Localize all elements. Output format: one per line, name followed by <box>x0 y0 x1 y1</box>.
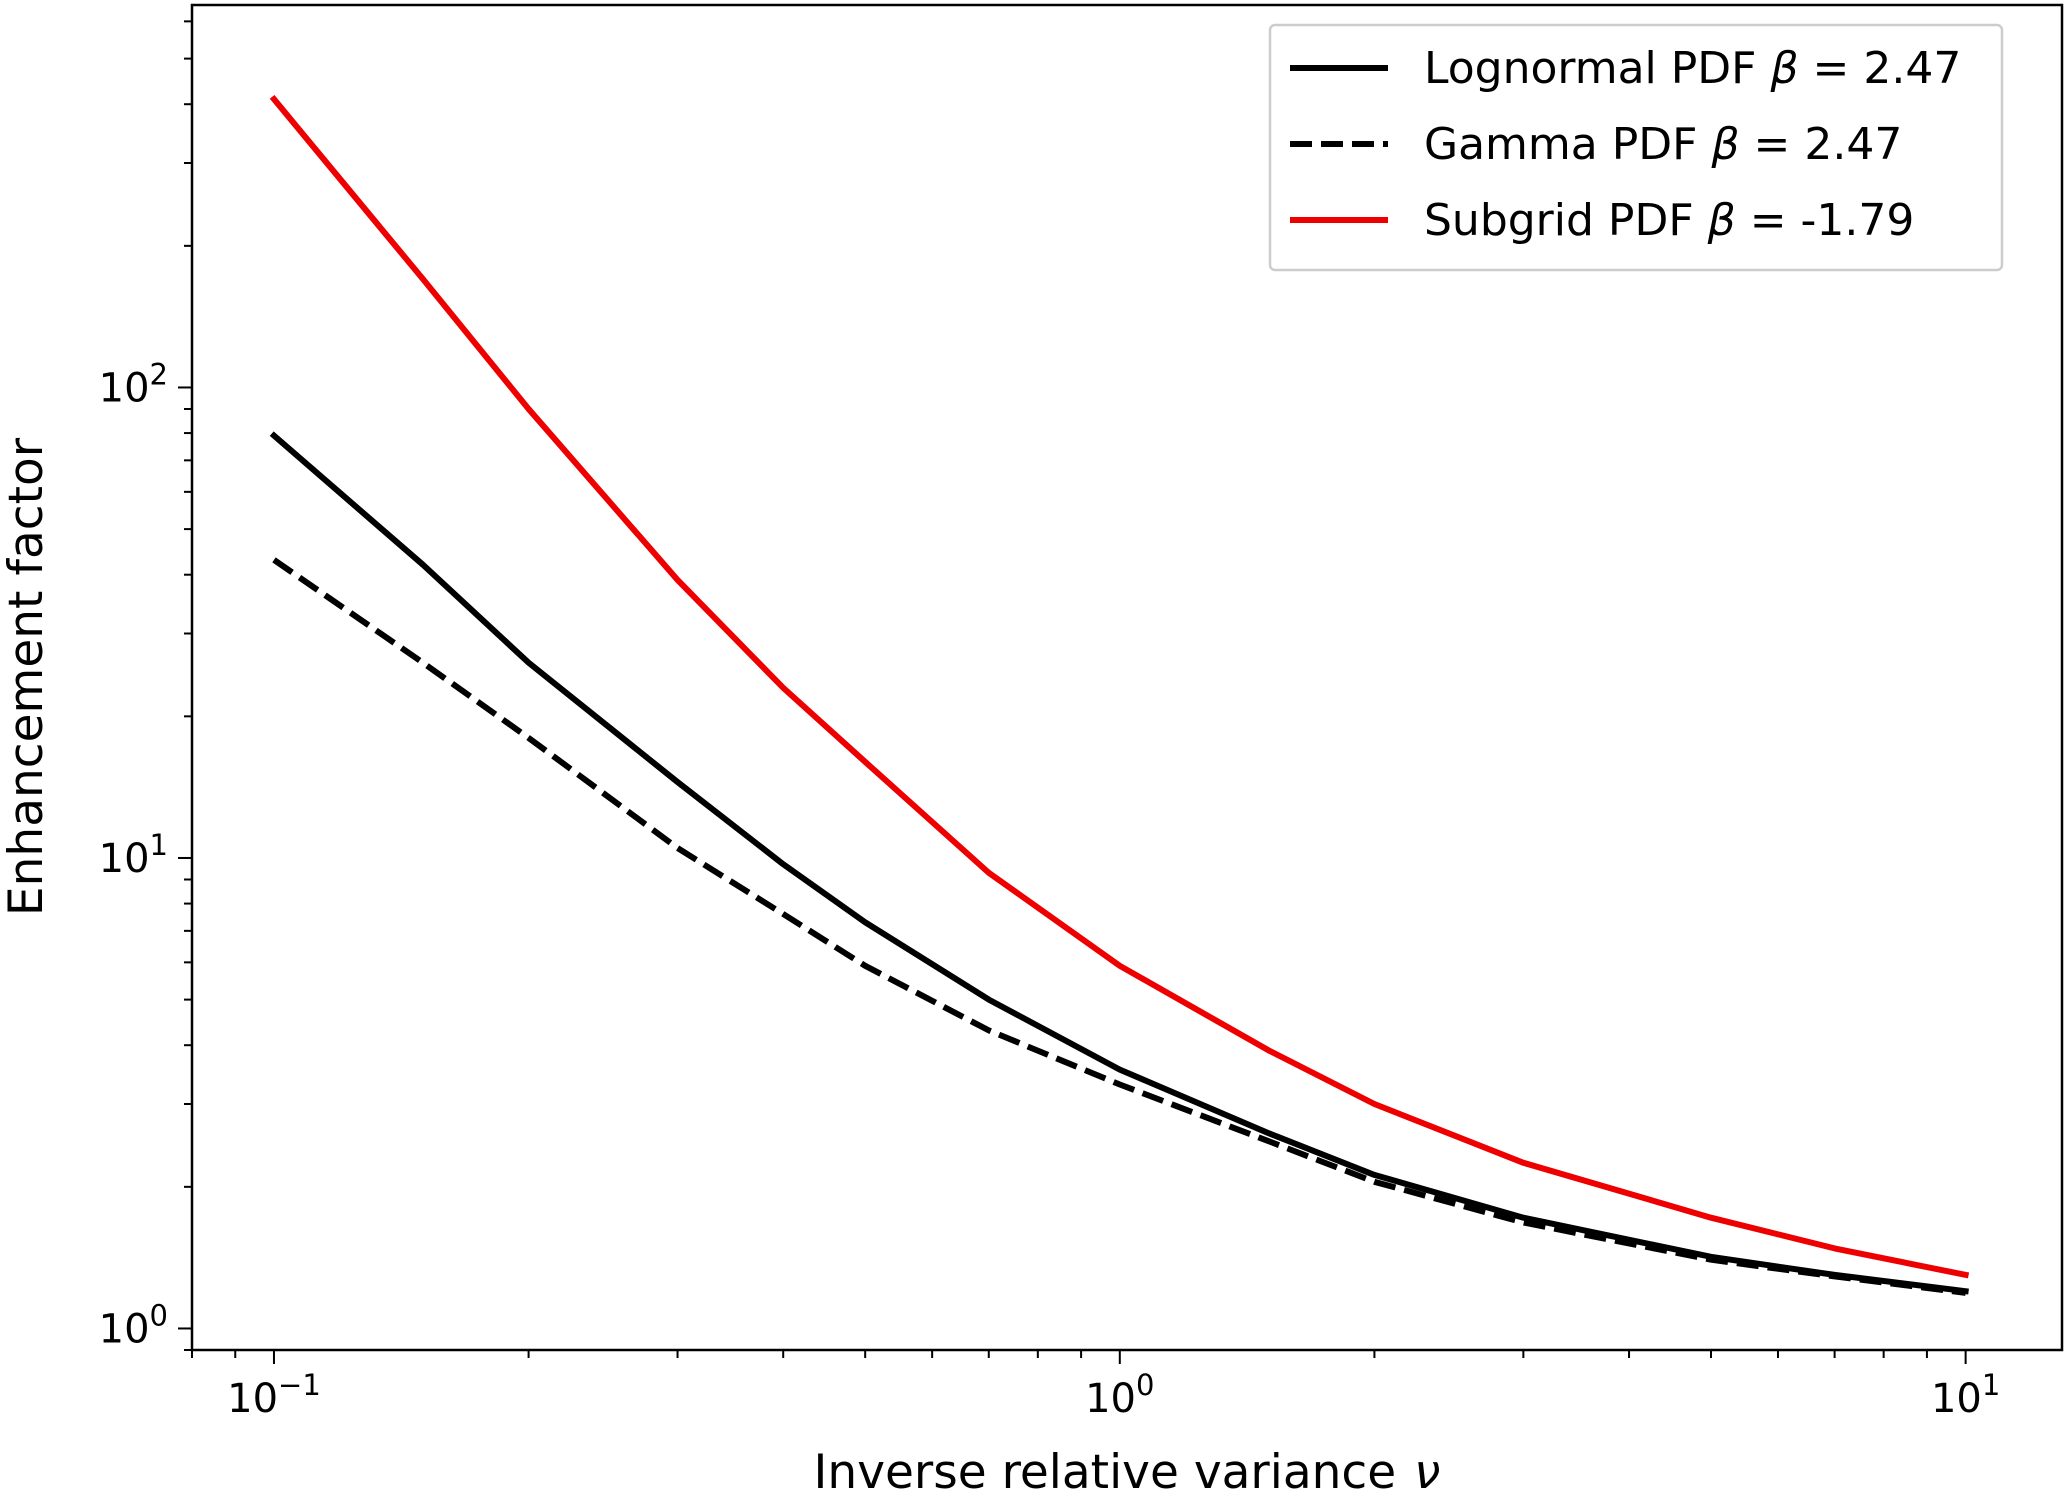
x-axis-title-symbol: ν <box>1414 1445 1440 1498</box>
x-tick-exp: 0 <box>1136 1368 1154 1402</box>
y-tick-base: 10 <box>99 836 150 882</box>
legend-beta-value: = -1.79 <box>1736 195 1915 246</box>
x-tick-label-2: 101 <box>1931 1368 2000 1422</box>
y-axis-title: Enhancement factor <box>0 437 54 916</box>
x-tick-exp: −1 <box>278 1368 321 1402</box>
y-tick-label-2: 102 <box>99 357 168 411</box>
x-tick-base: 10 <box>227 1376 278 1422</box>
x-tick-exp: 1 <box>1982 1368 2000 1402</box>
legend-beta-symbol: β <box>1707 195 1736 246</box>
y-tick-base: 10 <box>99 365 150 411</box>
x-axis-title-text: Inverse relative variance <box>814 1445 1397 1498</box>
x-axis-title: Inverse relative variance ν <box>814 1445 1441 1498</box>
y-tick-base: 10 <box>99 1306 150 1352</box>
legend-box <box>1268 23 2004 272</box>
legend-series-name: Lognormal PDF <box>1424 43 1770 94</box>
legend-beta-value: = 2.47 <box>1740 119 1903 170</box>
y-tick-label-1: 101 <box>99 828 168 882</box>
legend-beta-symbol: β <box>1710 119 1739 170</box>
legend-label-1: Gamma PDF β = 2.47 <box>1424 119 1902 170</box>
y-tick-exp: 0 <box>150 1298 168 1332</box>
series-line-1 <box>272 557 1966 1296</box>
legend-series-name: Gamma PDF <box>1424 119 1711 170</box>
y-tick-exp: 1 <box>150 828 168 862</box>
y-tick-exp: 2 <box>150 357 168 391</box>
legend-series-name: Subgrid PDF <box>1424 195 1708 246</box>
y-tick-label-0: 100 <box>99 1298 168 1352</box>
x-tick-base: 10 <box>1931 1376 1982 1422</box>
series-line-2 <box>269 94 1970 1279</box>
legend-beta-value: = 2.47 <box>1799 43 1962 94</box>
x-tick-label-0: 10−1 <box>227 1368 321 1422</box>
series-layer <box>269 94 1970 1296</box>
plot-frame <box>190 3 2064 1352</box>
legend-beta-symbol: β <box>1769 43 1798 94</box>
legend-label-2: Subgrid PDF β = -1.79 <box>1424 195 1914 246</box>
legend-label-0: Lognormal PDF β = 2.47 <box>1424 43 1961 94</box>
x-tick-label-1: 100 <box>1085 1368 1154 1422</box>
series-line-0 <box>269 431 1969 1295</box>
x-tick-base: 10 <box>1085 1376 1136 1422</box>
